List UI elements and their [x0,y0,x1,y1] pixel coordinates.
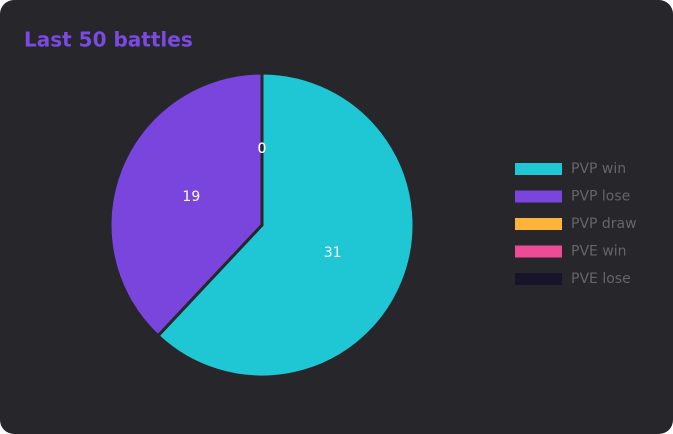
legend-swatch [515,163,562,175]
legend-label: PVE lose [571,271,631,287]
legend-swatch [515,245,562,258]
legend-label: PVE win [571,244,627,260]
data-label: 31 [324,245,342,261]
legend-swatch [515,218,562,230]
data-label: 0 [258,141,267,157]
chart-title: Last 50 battles [24,28,193,52]
data-label: 19 [182,189,200,205]
legend-label: PVP win [571,161,626,177]
data-label: 0 [258,141,267,157]
legend-swatch [515,190,562,203]
legend-label: PVP draw [571,216,637,232]
pie-slice [156,71,416,379]
legend-swatch [515,273,562,285]
data-label: 0 [258,141,267,157]
pie-slice [108,71,264,338]
legend-label: PVP lose [571,189,630,205]
